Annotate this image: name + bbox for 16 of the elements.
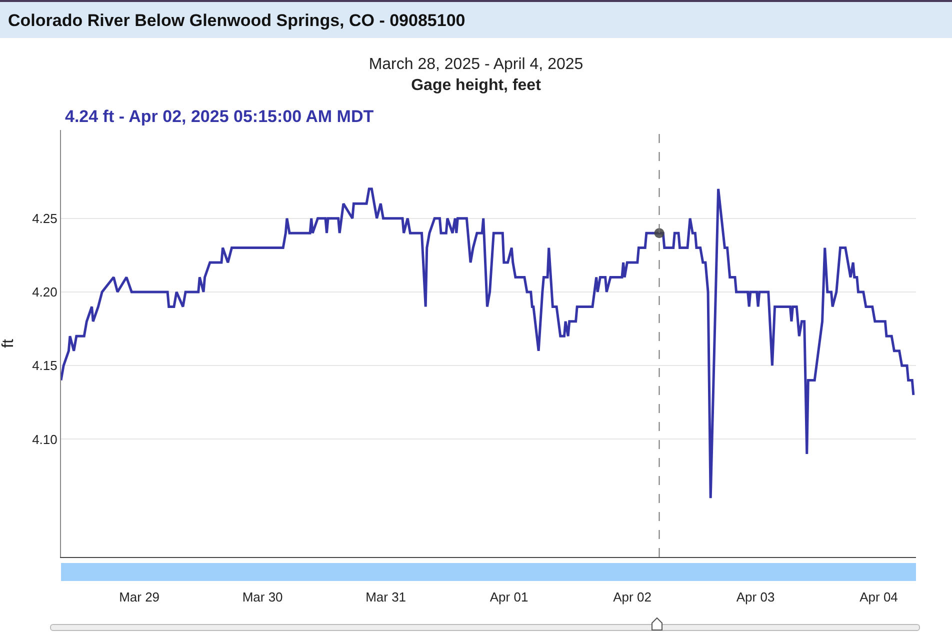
x-tick-label: Apr 03 <box>736 590 775 605</box>
y-tick-label: 4.25 <box>32 210 58 226</box>
line-series <box>61 188 915 500</box>
chart-title: Colorado River Below Glenwood Springs, CO - 09085100 <box>8 11 466 31</box>
y-tick-label: 4.15 <box>32 358 58 374</box>
y-tick-label: 4.10 <box>32 432 58 447</box>
x-tick-label: Apr 02 <box>613 590 652 605</box>
text: 4.24 ft - Apr 02, 2025 05:15:00 AM MDT <box>65 107 374 126</box>
y-tick-label: 4.20 <box>32 284 58 300</box>
x-tick-label: Apr 01 <box>490 590 528 605</box>
x-tick-label: Mar 29 <box>119 590 160 605</box>
x-tick-label: Mar 31 <box>366 590 406 605</box>
x-tick-label: Mar 30 <box>242 590 283 605</box>
y-axis-title: ft <box>0 338 17 348</box>
chart-subtitle: March 28, 2025 - April 4, 2025 Gage height, feet <box>368 55 584 96</box>
x-tick-label: Apr 04 <box>860 590 898 605</box>
